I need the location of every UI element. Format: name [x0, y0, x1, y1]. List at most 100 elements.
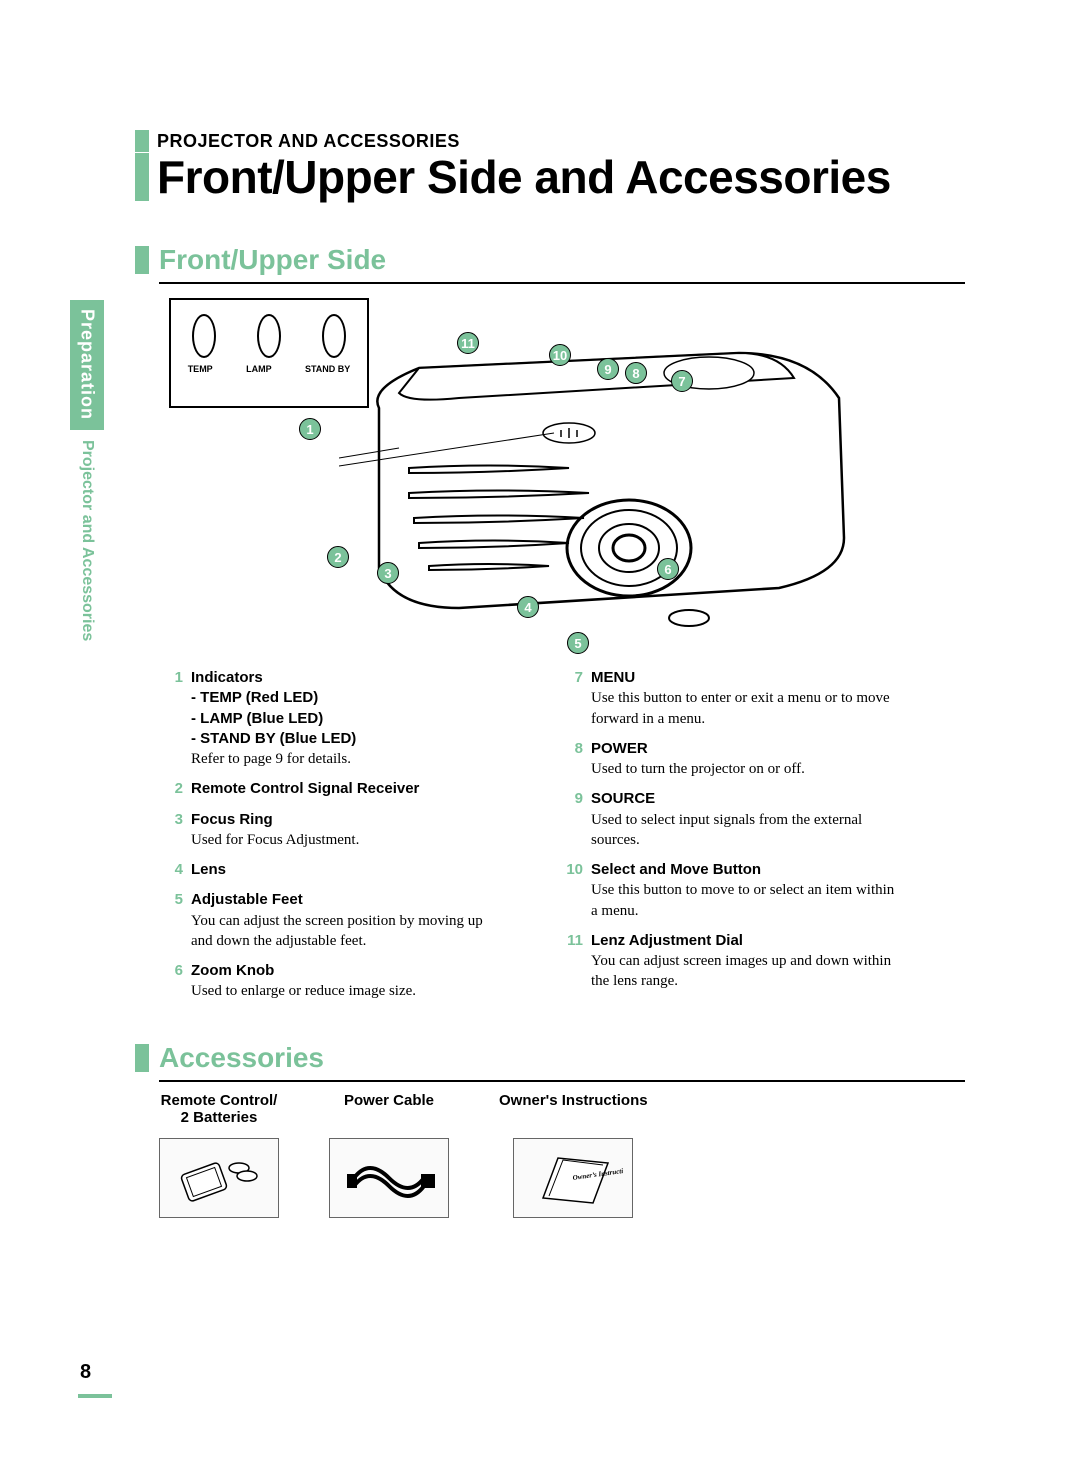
legend-number: 6 — [159, 961, 183, 1002]
lamp-led-icon — [257, 314, 281, 358]
section2-title: Accessories — [159, 1042, 324, 1074]
legend-label: Lenz Adjustment Dial — [591, 931, 899, 951]
led-label: STAND BY — [305, 364, 350, 374]
accessory-label: Remote Control/2 Batteries — [159, 1092, 279, 1132]
temp-led-icon — [192, 314, 216, 358]
side-tab-top-label: Preparation — [77, 309, 98, 420]
legend-description: Used for Focus Adjustment. — [191, 830, 359, 850]
legend-number: 7 — [559, 668, 583, 729]
accessory-icon: Owner’s Instructions — [513, 1138, 633, 1218]
projector-diagram: TEMP LAMP STAND BY — [159, 298, 879, 658]
legend-item-6: 6Zoom KnobUsed to enlarge or reduce imag… — [159, 961, 499, 1002]
legend-left-column: 1Indicators- TEMP (Red LED)- LAMP (Blue … — [159, 668, 499, 1012]
callout-4: 4 — [517, 596, 539, 618]
section1-header: Front/Upper Side — [135, 244, 965, 276]
legend-number: 10 — [559, 860, 583, 921]
legend-body: Adjustable FeetYou can adjust the screen… — [191, 890, 499, 951]
legend-label: POWER — [591, 739, 805, 759]
page-content: PROJECTOR AND ACCESSORIES Front/Upper Si… — [135, 130, 965, 1218]
accessory-item: Power Cable — [329, 1092, 449, 1218]
section2-rule — [159, 1080, 965, 1082]
accessory-label: Owner's Instructions — [499, 1092, 648, 1132]
legend-item-5: 5Adjustable FeetYou can adjust the scree… — [159, 890, 499, 951]
legend-number: 8 — [559, 739, 583, 780]
legend-description: Use this button to enter or exit a menu … — [591, 688, 899, 729]
legend-item-9: 9SOURCEUsed to select input signals from… — [559, 789, 899, 850]
legend-label: Indicators — [191, 668, 356, 688]
legend-item-8: 8 POWERUsed to turn the projector on or o… — [559, 739, 899, 780]
legend-number: 3 — [159, 810, 183, 851]
legend: 1Indicators- TEMP (Red LED)- LAMP (Blue … — [159, 668, 965, 1012]
callout-10: 10 — [549, 344, 571, 366]
title-bar — [135, 153, 149, 201]
legend-label: SOURCE — [591, 789, 899, 809]
callout-5: 5 — [567, 632, 589, 654]
side-tab-bottom-label: Projector and Accessories — [78, 440, 96, 641]
legend-body: MENUUse this button to enter or exit a m… — [591, 668, 899, 729]
kicker-text: PROJECTOR AND ACCESSORIES — [157, 131, 460, 152]
side-tab-subsection: Projector and Accessories — [70, 430, 104, 641]
callout-6: 6 — [657, 558, 679, 580]
legend-item-7: 7MENUUse this button to enter or exit a … — [559, 668, 899, 729]
legend-description: Used to select input signals from the ex… — [591, 810, 899, 851]
legend-item-1: 1Indicators- TEMP (Red LED)- LAMP (Blue … — [159, 668, 499, 769]
legend-right-column: 7MENUUse this button to enter or exit a … — [559, 668, 899, 1012]
legend-label: Adjustable Feet — [191, 890, 499, 910]
kicker-bar — [135, 130, 149, 152]
legend-description: Refer to page 9 for details. — [191, 749, 356, 769]
led-indicator-box: TEMP LAMP STAND BY — [169, 298, 369, 408]
callout-11: 11 — [457, 332, 479, 354]
legend-item-3: 3Focus RingUsed for Focus Adjustment. — [159, 810, 499, 851]
legend-number: 1 — [159, 668, 183, 769]
legend-number: 9 — [559, 789, 583, 850]
legend-body: Zoom KnobUsed to enlarge or reduce image… — [191, 961, 416, 1002]
legend-body: Select and Move ButtonUse this button to… — [591, 860, 899, 921]
section2-header: Accessories — [135, 1042, 965, 1074]
legend-label: MENU — [591, 668, 899, 688]
legend-number: 4 — [159, 860, 183, 880]
legend-number: 2 — [159, 779, 183, 799]
legend-body: SOURCEUsed to select input signals from … — [591, 789, 899, 850]
legend-sublabel: - STAND BY (Blue LED) — [191, 729, 356, 749]
callout-3: 3 — [377, 562, 399, 584]
legend-label: Lens — [191, 860, 226, 880]
legend-body: Indicators- TEMP (Red LED)- LAMP (Blue L… — [191, 668, 356, 769]
legend-body: Lens — [191, 860, 226, 880]
accessory-icon — [329, 1138, 449, 1218]
legend-number: 5 — [159, 890, 183, 951]
accessory-item: Remote Control/2 Batteries — [159, 1092, 279, 1218]
legend-label: Select and Move Button — [591, 860, 899, 880]
title-row: Front/Upper Side and Accessories — [135, 150, 965, 204]
legend-item-11: 11Lenz Adjustment DialYou can adjust scr… — [559, 931, 899, 992]
callout-9: 9 — [597, 358, 619, 380]
legend-label: Zoom Knob — [191, 961, 416, 981]
callout-7: 7 — [671, 370, 693, 392]
legend-body: Remote Control Signal Receiver — [191, 779, 419, 799]
legend-body: Focus RingUsed for Focus Adjustment. — [191, 810, 359, 851]
legend-label: Focus Ring — [191, 810, 359, 830]
section-bar — [135, 246, 149, 274]
accessories-row: Remote Control/2 Batteries Power Cable Own… — [159, 1092, 965, 1218]
legend-item-2: 2 Remote Control Signal Receiver — [159, 779, 499, 799]
legend-description: Used to enlarge or reduce image size. — [191, 981, 416, 1001]
led-label: LAMP — [246, 364, 272, 374]
legend-sublabel: - LAMP (Blue LED) — [191, 709, 356, 729]
section1-rule — [159, 282, 965, 284]
page-title: Front/Upper Side and Accessories — [157, 150, 891, 204]
kicker-row: PROJECTOR AND ACCESSORIES — [135, 130, 965, 152]
page-number: 8 — [80, 1361, 91, 1384]
accessory-item: Owner's Instructions Owner’s Instructions — [499, 1092, 648, 1218]
legend-description: Used to turn the projector on or off. — [591, 759, 805, 779]
legend-item-4: 4 Lens — [159, 860, 499, 880]
accessory-icon — [159, 1138, 279, 1218]
callout-2: 2 — [327, 546, 349, 568]
legend-number: 11 — [559, 931, 583, 992]
section-bar — [135, 1044, 149, 1072]
legend-label: Remote Control Signal Receiver — [191, 779, 419, 799]
legend-sublabel: - TEMP (Red LED) — [191, 688, 356, 708]
accessory-label: Power Cable — [329, 1092, 449, 1132]
legend-description: Use this button to move to or select an … — [591, 880, 899, 921]
legend-body: Lenz Adjustment DialYou can adjust scree… — [591, 931, 899, 992]
page-number-underline — [78, 1394, 112, 1398]
led-label: TEMP — [188, 364, 213, 374]
